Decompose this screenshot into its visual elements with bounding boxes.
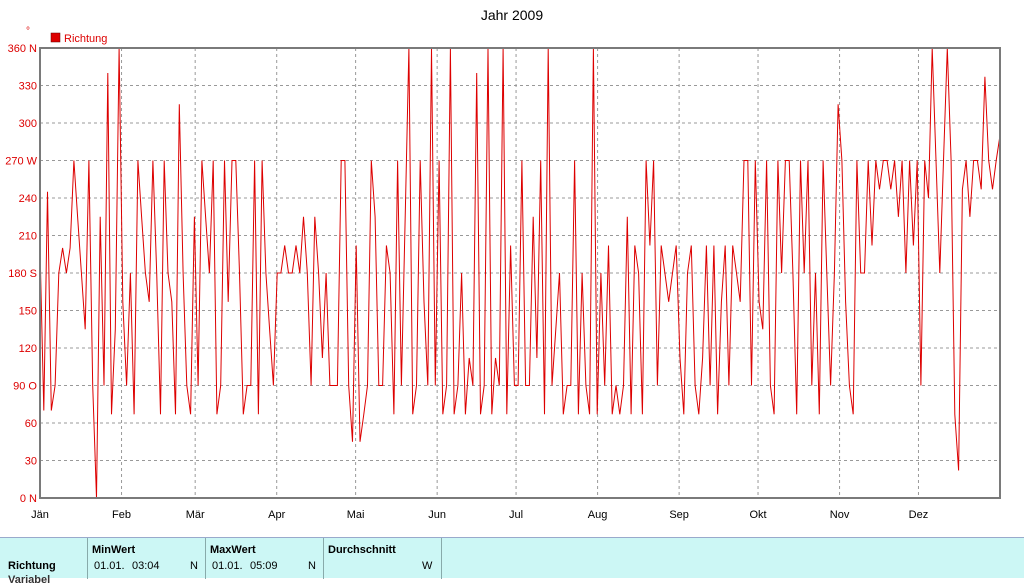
y-tick-label: 330 <box>19 81 37 93</box>
y-tick-label: 300 <box>19 118 37 130</box>
y-tick-label: 0 N <box>20 493 37 505</box>
y-tick-label: 240 <box>19 193 37 205</box>
statistics-panel: Richtung Variabel MinWert 01.01. 03:04 N… <box>0 537 1024 586</box>
y-tick-label: 60 <box>25 418 37 430</box>
stats-label-cell: Richtung Variabel <box>0 538 88 586</box>
x-tick-label: Sep <box>669 509 689 521</box>
x-tick-label: Apr <box>268 509 285 521</box>
stats-min-cell: MinWert 01.01. 03:04 N <box>88 538 206 579</box>
x-tick-label: Feb <box>112 509 131 521</box>
y-tick-label: 270 W <box>5 156 37 168</box>
x-tick-label: Mai <box>347 509 365 521</box>
stats-row-label-2: Variabel <box>8 574 51 586</box>
max-date: 01.01. <box>212 560 243 572</box>
x-tick-label: Aug <box>588 509 608 521</box>
max-value: N <box>308 560 316 572</box>
y-tick-label: 180 S <box>8 268 37 280</box>
wind-direction-chart: Jahr 2009 ° Richtung 0 N 30 60 90 O 120 150 18… <box>5 7 1001 521</box>
min-date: 01.01. <box>94 560 125 572</box>
avg-header: Durchschnitt <box>328 544 396 556</box>
legend-swatch <box>50 32 61 43</box>
stats-avg-cell: Durchschnitt W <box>324 538 442 579</box>
min-time: 03:04 <box>132 560 160 572</box>
x-tick-label: Dez <box>909 509 929 521</box>
y-tick-label: 150 <box>19 306 37 318</box>
x-tick-label: Okt <box>749 509 766 521</box>
y-tick-label: 30 <box>25 456 37 468</box>
avg-value: W <box>422 560 433 572</box>
y-tick-label: 210 <box>19 231 37 243</box>
x-tick-label: Nov <box>830 509 850 521</box>
y-tick-label: 360 N <box>8 43 37 55</box>
chart-title: Jahr 2009 <box>481 7 543 23</box>
stats-row-label: Richtung <box>8 560 56 572</box>
grid-lines <box>40 48 1000 498</box>
y-axis-label: ° <box>26 26 30 37</box>
max-header: MaxWert <box>210 544 256 556</box>
stats-max-cell: MaxWert 01.01. 05:09 N <box>206 538 324 579</box>
x-tick-label: Jun <box>428 509 446 521</box>
x-tick-label: Mär <box>186 509 205 521</box>
max-time: 05:09 <box>250 560 278 572</box>
y-axis-ticks: 0 N 30 60 90 O 120 150 180 S 210 240 270 W 300 330 3… <box>5 43 37 505</box>
min-header: MinWert <box>92 544 136 556</box>
legend-entry-richtung: Richtung <box>64 33 107 45</box>
x-tick-label: Jän <box>31 509 49 521</box>
x-tick-label: Jul <box>509 509 523 521</box>
plot-frame <box>39 47 1001 499</box>
y-tick-label: 120 <box>19 343 37 355</box>
y-tick-label: 90 O <box>13 381 37 393</box>
min-value: N <box>190 560 198 572</box>
series-line-richtung <box>39 47 1001 499</box>
x-axis-ticks: Jän Feb Mär Apr Mai Jun Jul Aug Sep Okt Nov Dez <box>31 509 928 521</box>
